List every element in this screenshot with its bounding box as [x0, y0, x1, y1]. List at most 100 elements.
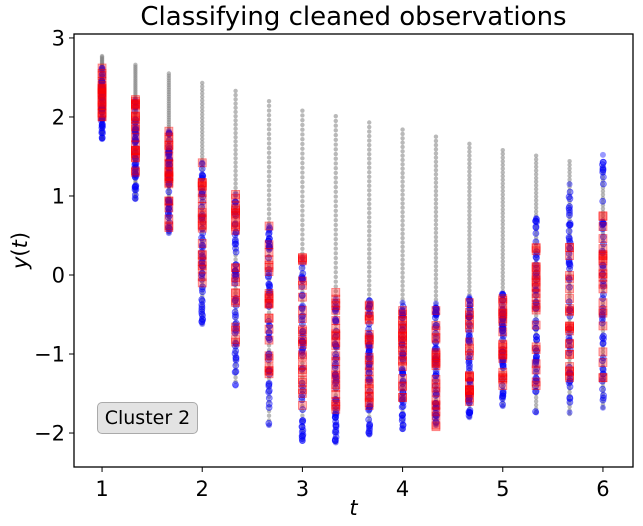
chart-title: Classifying cleaned observations: [140, 2, 567, 32]
blue-point: [431, 314, 439, 322]
gray-point: [233, 177, 238, 182]
red-square: [598, 308, 608, 318]
gray-point: [533, 410, 539, 415]
red-square: [431, 334, 441, 344]
gray-point: [467, 264, 472, 269]
blue-point: [466, 296, 474, 304]
red-square: [565, 284, 574, 294]
blue-point: [565, 349, 573, 357]
red-square: [97, 81, 107, 90]
red-square: [598, 244, 608, 253]
red-square: [498, 314, 508, 324]
gray-point: [533, 201, 539, 207]
gray-point: [533, 198, 539, 203]
red-square: [97, 108, 107, 118]
gray-point: [500, 218, 505, 223]
red-square: [565, 350, 574, 359]
blue-point: [565, 298, 573, 306]
blue-point: [565, 363, 573, 371]
blue-point: [299, 364, 307, 372]
blue-point: [332, 305, 339, 313]
gray-point: [567, 173, 572, 179]
red-square: [465, 307, 474, 317]
blue-point: [131, 107, 139, 115]
red-square: [97, 89, 107, 99]
blue-point: [331, 413, 339, 421]
gray-point: [500, 262, 505, 268]
red-square: [431, 361, 441, 371]
red-square: [264, 313, 274, 323]
gray-point: [467, 145, 472, 150]
gray-point: [400, 140, 405, 145]
gray-point: [567, 290, 572, 296]
blue-point: [98, 129, 106, 137]
blue-point: [332, 327, 340, 335]
red-square: [531, 293, 541, 303]
red-square: [431, 383, 441, 393]
gray-point: [266, 150, 272, 156]
gray-point: [200, 199, 205, 204]
gray-point: [300, 375, 305, 380]
gray-point: [333, 132, 338, 138]
blue-point: [298, 428, 306, 436]
blue-point: [499, 390, 507, 398]
red-square: [498, 346, 508, 356]
red-square: [131, 146, 140, 156]
gray-point: [300, 227, 305, 232]
red-square: [398, 324, 407, 334]
blue-point: [532, 286, 540, 294]
gray-point: [233, 341, 238, 346]
red-square: [498, 295, 508, 305]
red-square: [298, 253, 307, 263]
red-square: [331, 351, 341, 361]
gray-point: [500, 303, 505, 309]
gray-point: [333, 118, 338, 124]
gray-point: [233, 135, 238, 140]
blue-point: [599, 158, 607, 166]
red-square: [498, 350, 508, 360]
gray-point: [433, 255, 439, 261]
gray-point: [500, 177, 505, 183]
red-square: [331, 401, 341, 411]
blue-point: [432, 370, 440, 378]
red-square: [231, 288, 240, 298]
red-square: [164, 203, 174, 213]
red-square: [465, 370, 474, 380]
blue-point: [532, 298, 540, 306]
gray-point: [266, 343, 272, 348]
red-square: [231, 263, 240, 273]
gray-point: [266, 159, 272, 165]
red-square: [164, 168, 174, 178]
red-square: [231, 325, 240, 335]
gray-point: [467, 284, 472, 289]
gray-point: [433, 247, 439, 252]
red-square: [531, 305, 541, 315]
gray-point: [367, 151, 372, 157]
gray-point: [467, 197, 472, 202]
blue-point: [533, 218, 540, 226]
gray-point: [233, 164, 238, 169]
red-square: [531, 345, 541, 354]
x-tick-label: 6: [596, 477, 609, 501]
gray-point: [500, 259, 505, 264]
blue-point: [565, 221, 573, 229]
blue-point: [265, 237, 273, 245]
red-square: [531, 359, 541, 369]
blue-point: [231, 313, 239, 321]
blue-point: [299, 333, 307, 341]
gray-point: [500, 274, 505, 279]
gray-point: [367, 246, 372, 252]
gray-point: [400, 205, 405, 210]
red-square: [531, 264, 541, 274]
blue-point: [533, 377, 540, 385]
red-square: [431, 333, 441, 342]
blue-point: [532, 305, 540, 312]
gray-point: [500, 207, 505, 212]
blue-point: [566, 188, 574, 196]
gray-point: [233, 139, 238, 144]
gray-point: [467, 232, 472, 238]
red-square: [531, 262, 541, 272]
red-square: [164, 167, 174, 177]
red-square: [331, 380, 341, 390]
red-square: [197, 214, 207, 224]
